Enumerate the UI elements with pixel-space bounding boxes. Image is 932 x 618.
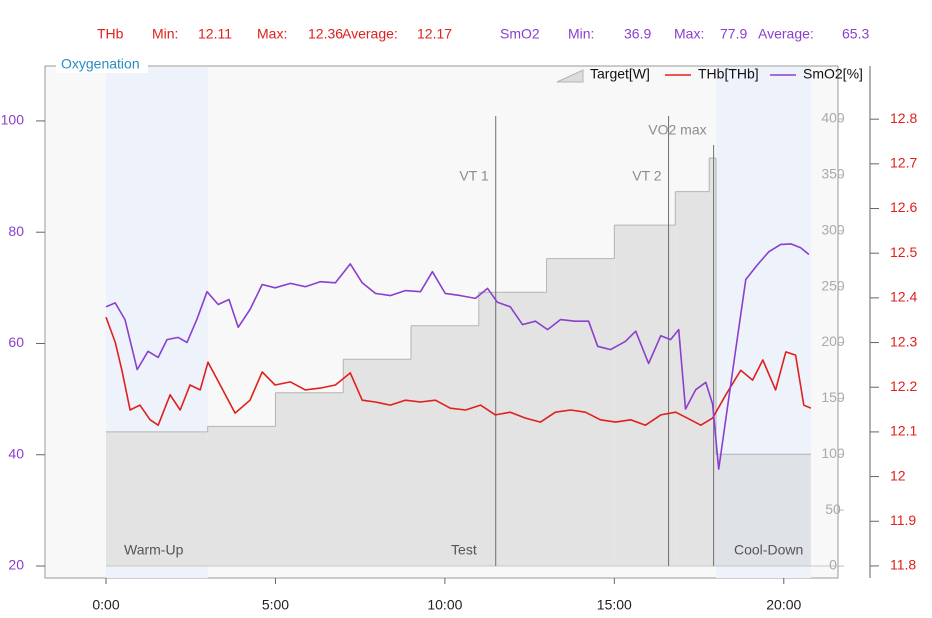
target-step <box>207 426 276 567</box>
stat-value: 65.3 <box>842 26 869 42</box>
y3-tick-label: 150 <box>821 389 845 405</box>
y-tick-label: 100 <box>1 112 25 128</box>
target-step <box>478 292 547 567</box>
y3-tick-label: 50 <box>825 501 841 517</box>
x-tick-label: 5:00 <box>262 597 289 613</box>
zone-label: Cool-Down <box>734 542 803 558</box>
y3-tick-label: 300 <box>821 221 845 237</box>
stat-value: 12.36 <box>308 26 343 42</box>
y2-tick-label: 12 <box>890 467 906 483</box>
stat-label: Min: <box>568 26 594 42</box>
y2-tick-label: 12.7 <box>890 155 917 171</box>
stat-name: THb <box>97 26 124 42</box>
x-tick-label: 0:00 <box>92 597 119 613</box>
target-step <box>106 431 208 567</box>
y2-tick-label: 12.5 <box>890 244 917 260</box>
y-tick-label: 80 <box>8 223 24 239</box>
stat-label: Max: <box>257 26 287 42</box>
zone-label: Warm-Up <box>124 542 184 558</box>
y3-tick-label: 250 <box>821 277 845 293</box>
x-tick-label: 15:00 <box>597 597 632 613</box>
y2-tick-label: 11.8 <box>890 557 916 573</box>
y2-tick-label: 12.3 <box>890 333 917 349</box>
stat-value: 12.17 <box>417 26 452 42</box>
panel-title: Oxygenation <box>61 56 140 72</box>
y2-tick-label: 11.9 <box>890 512 916 528</box>
target-step <box>343 359 411 567</box>
y2-tick-label: 12.8 <box>890 110 917 126</box>
stat-label: Average: <box>758 26 814 42</box>
target-step <box>709 158 716 567</box>
y3-tick-label: 0 <box>829 557 837 573</box>
x-tick-label: 10:00 <box>427 597 462 613</box>
target-step <box>614 225 676 567</box>
stat-value: 36.9 <box>624 26 651 42</box>
legend-label: SmO2[%] <box>803 66 863 82</box>
target-step <box>716 454 811 567</box>
target-step <box>675 191 710 567</box>
y3-tick-label: 350 <box>821 166 845 182</box>
x-tick-label: 20:00 <box>766 597 801 613</box>
y-tick-label: 60 <box>8 334 24 350</box>
zone-label: Test <box>451 542 477 558</box>
y2-tick-label: 12.4 <box>890 289 917 305</box>
target-step <box>411 325 479 567</box>
y2-tick-label: 12.1 <box>890 423 917 439</box>
y-tick-label: 20 <box>8 557 24 573</box>
stat-label: Max: <box>674 26 704 42</box>
stat-value: 12.11 <box>198 26 232 42</box>
stat-name: SmO2 <box>500 26 540 42</box>
y3-tick-label: 200 <box>821 333 845 349</box>
legend-label: Target[W] <box>590 66 650 82</box>
marker-label: VT 2 <box>632 168 662 184</box>
series-line <box>105 316 812 426</box>
stat-label: Average: <box>342 26 398 42</box>
y3-tick-label: 400 <box>821 110 845 126</box>
plot-layer: Warm-Up Test Cool-Down VT 1 VT 2 VO2 max <box>105 67 838 578</box>
y-tick-label: 40 <box>8 445 24 461</box>
y2-tick-label: 12.6 <box>890 199 917 215</box>
marker-label: VO2 max <box>648 122 706 138</box>
series-line <box>105 243 810 470</box>
stat-value: 77.9 <box>720 26 747 42</box>
target-step <box>275 392 344 567</box>
title-backdrop <box>56 57 148 73</box>
stat-label: Min: <box>152 26 178 42</box>
legend-swatch <box>556 69 584 83</box>
marker-label: VT 1 <box>459 168 489 184</box>
legend-label: THb[THb] <box>698 66 759 82</box>
y2-tick-label: 12.2 <box>890 378 917 394</box>
y3-tick-label: 100 <box>821 445 845 461</box>
